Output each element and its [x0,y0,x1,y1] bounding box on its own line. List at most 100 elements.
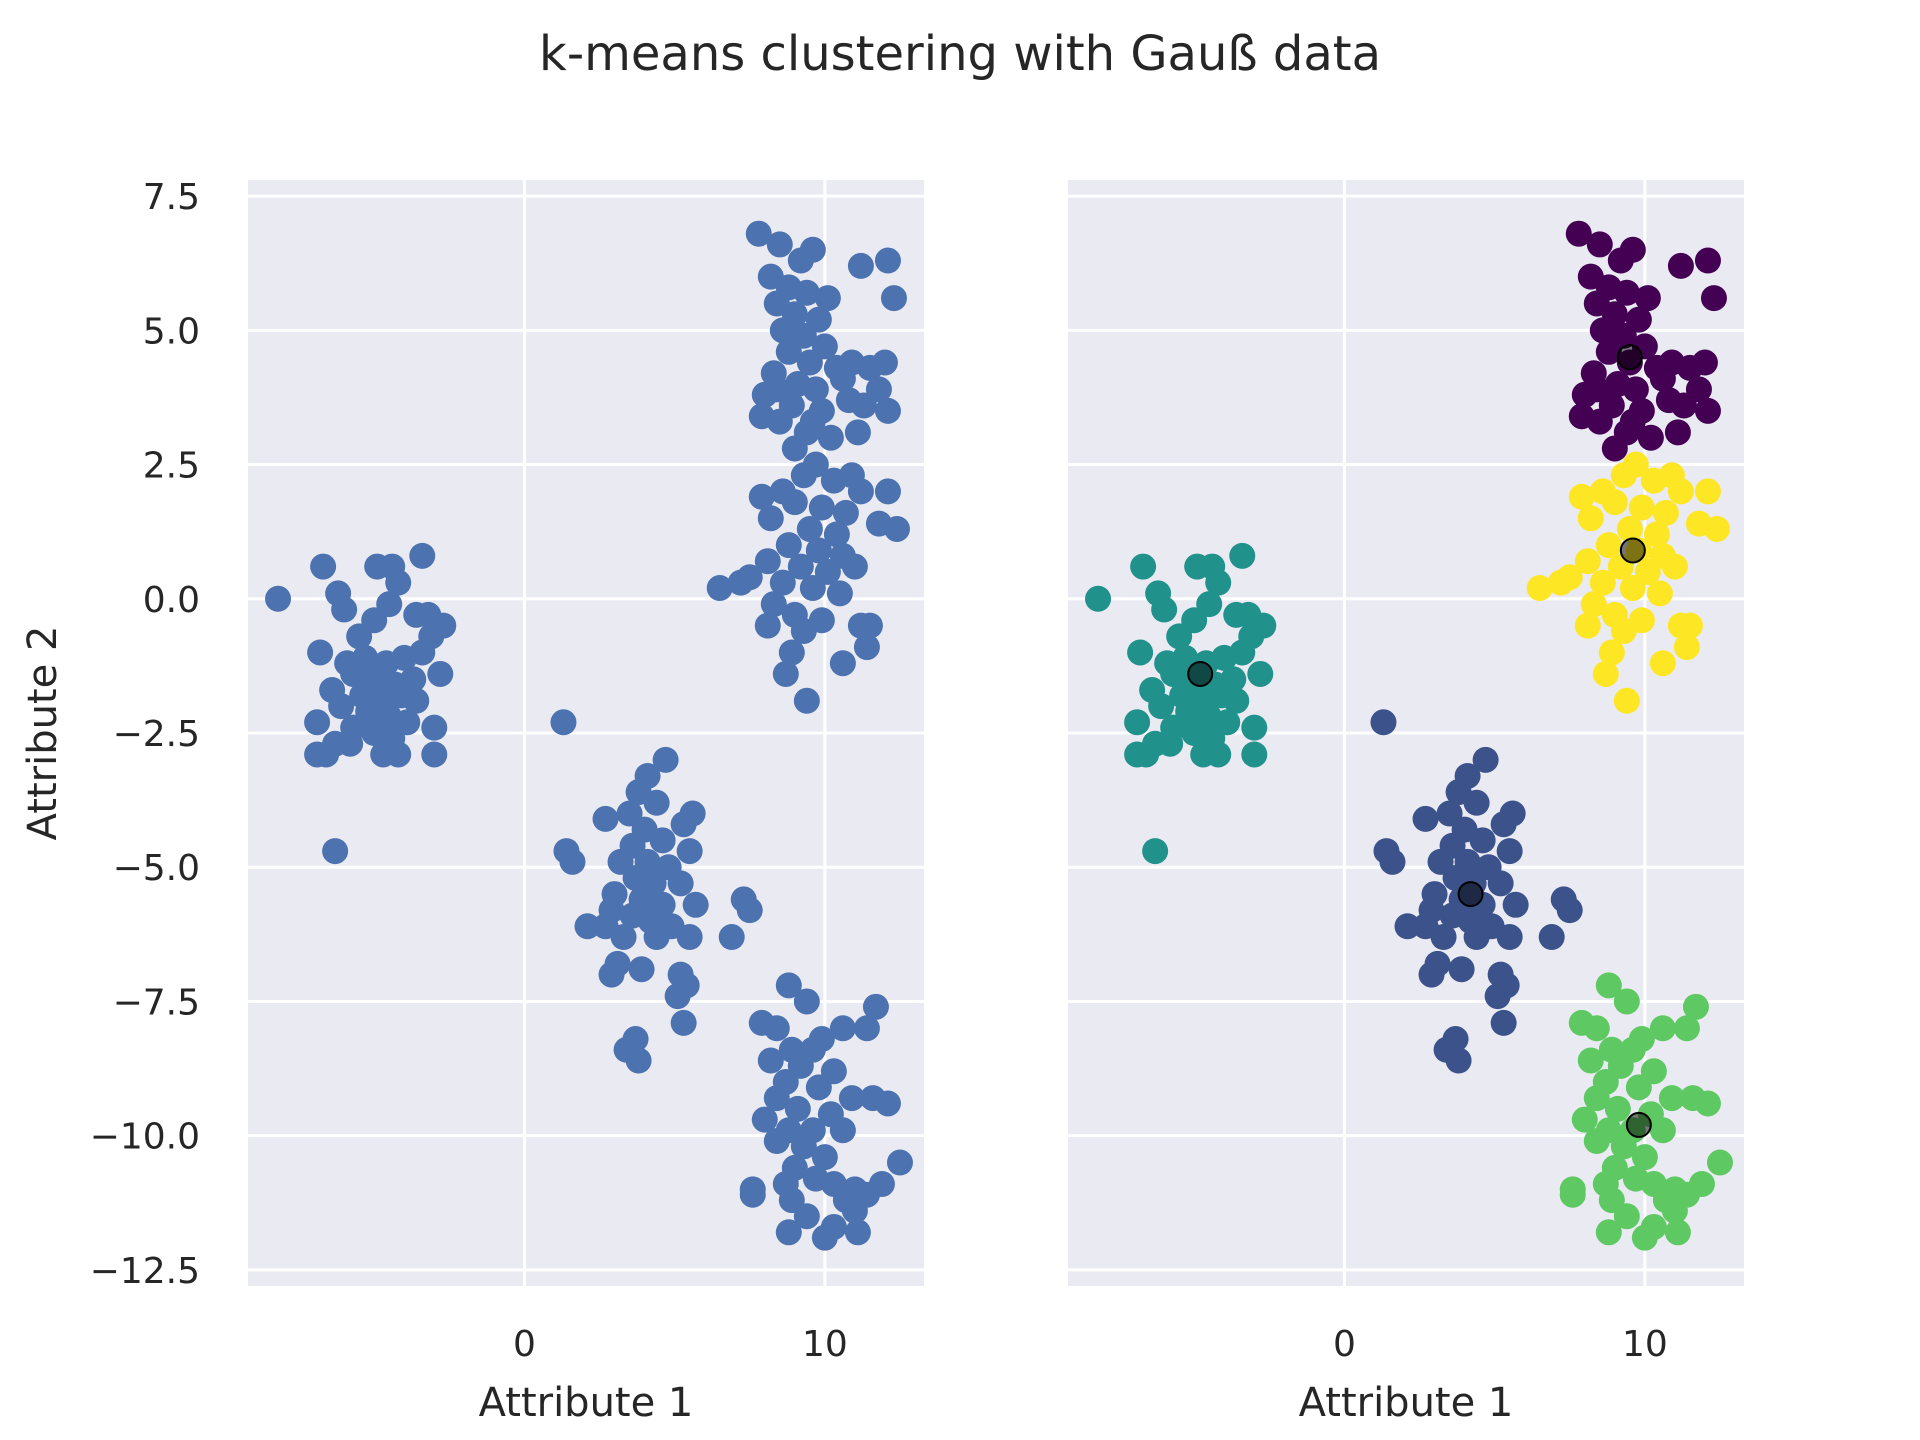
scatter-point [838,349,865,376]
scatter-point [745,220,772,247]
scatter-point [1664,419,1691,446]
scatter-point [1649,650,1676,677]
scatter-point [1661,553,1688,580]
scatter-point [1610,1133,1637,1160]
scatter-point [1490,1009,1517,1036]
x-axis-label: Attribute 1 [1299,1380,1514,1426]
scatter-point [1205,569,1232,596]
scatter-point [784,1095,811,1122]
y-tick-label: −12.5 [90,1251,200,1292]
scatter-point [676,838,703,865]
scatter-point [1229,542,1256,569]
scatter-point [775,972,802,999]
scatter-point [1448,956,1475,983]
scatter-point [766,231,793,258]
y-tick-label: −2.5 [113,714,200,755]
scatter-point [346,623,373,650]
scatter-point [1646,580,1673,607]
scatter-point [1565,220,1592,247]
scatter-point [1652,499,1679,526]
scatter-point [1559,1181,1586,1208]
scatter-point [1694,1090,1721,1117]
scatter-point [1160,660,1187,687]
scatter-point [1463,789,1490,816]
scatter-point [1700,285,1727,312]
scatter-point [1526,575,1553,602]
scatter-point [1691,349,1718,376]
scatter-point [838,1085,865,1112]
x-axis-label: Attribute 1 [479,1380,694,1426]
scatter-point [757,1047,784,1074]
scatter-point [1124,709,1151,736]
scatter-point [307,639,334,666]
scatter-point [340,660,367,687]
scatter-point [1658,1085,1685,1112]
scatter-point [409,639,436,666]
scatter-point [1586,231,1613,258]
scatter-point [1577,1047,1604,1074]
scatter-point [1574,612,1601,639]
scatter-point [670,1009,697,1036]
scatter-point [1613,1203,1640,1230]
scatter-point [1622,376,1649,403]
y-axis-label: Attribute 2 [20,626,66,841]
scatter-point [1628,494,1655,521]
scatter-point [1157,730,1184,757]
scatter-point [802,376,829,403]
scatter-point [1568,483,1595,510]
scatter-point [781,489,808,516]
scatter-point [769,569,796,596]
x-tick-label: 0 [1333,1324,1356,1365]
scatter-point [829,1015,856,1042]
scatter-point [799,236,826,263]
scatter-point [838,462,865,489]
scatter-point [676,924,703,951]
scatter-point [1610,462,1637,489]
scatter-point [598,961,625,988]
scatter-point [1463,924,1490,951]
scatter-point [1574,548,1601,575]
scatter-point [1430,924,1457,951]
scatter-point [1589,569,1616,596]
scatter-point [1577,505,1604,532]
scatter-point [421,741,448,768]
scatter-point [1247,660,1274,687]
scatter-point [1583,1015,1610,1042]
scatter-point [670,811,697,838]
scatter-point [1601,435,1628,462]
scatter-point [772,660,799,687]
scatter-point [829,1117,856,1144]
scatter-point [886,1149,913,1176]
scatter-point [1706,1149,1733,1176]
scatter-point [1592,660,1619,687]
scatter-point [796,349,823,376]
scatter-point [751,1106,778,1133]
scatter-point [706,575,733,602]
scatter-point [322,838,349,865]
scatter-point [1223,687,1250,714]
scatter-point [793,1203,820,1230]
scatter-point [1547,569,1574,596]
scatter-point [763,1085,790,1112]
scatter-point [409,542,436,569]
scatter-point [1241,741,1268,768]
scatter-point [664,983,691,1010]
scatter-point [850,392,877,419]
scatter-point [787,553,814,580]
scatter-point [1664,1219,1691,1246]
x-tick-label: 10 [1622,1324,1668,1365]
scatter-point [1583,1085,1610,1112]
scatter-point [763,1128,790,1155]
scatter-point [1658,349,1685,376]
scatter-point [1625,1074,1652,1101]
scatter-point [1619,408,1646,435]
scatter-point [739,1181,766,1208]
scatter-point [811,1224,838,1251]
scatter-point [1658,462,1685,489]
scatter-point [1148,693,1175,720]
scatter-point [1445,1047,1472,1074]
scatter-point [1613,687,1640,714]
scatter-point [769,317,796,344]
scatter-point [643,924,670,951]
scatter-point [667,870,694,897]
